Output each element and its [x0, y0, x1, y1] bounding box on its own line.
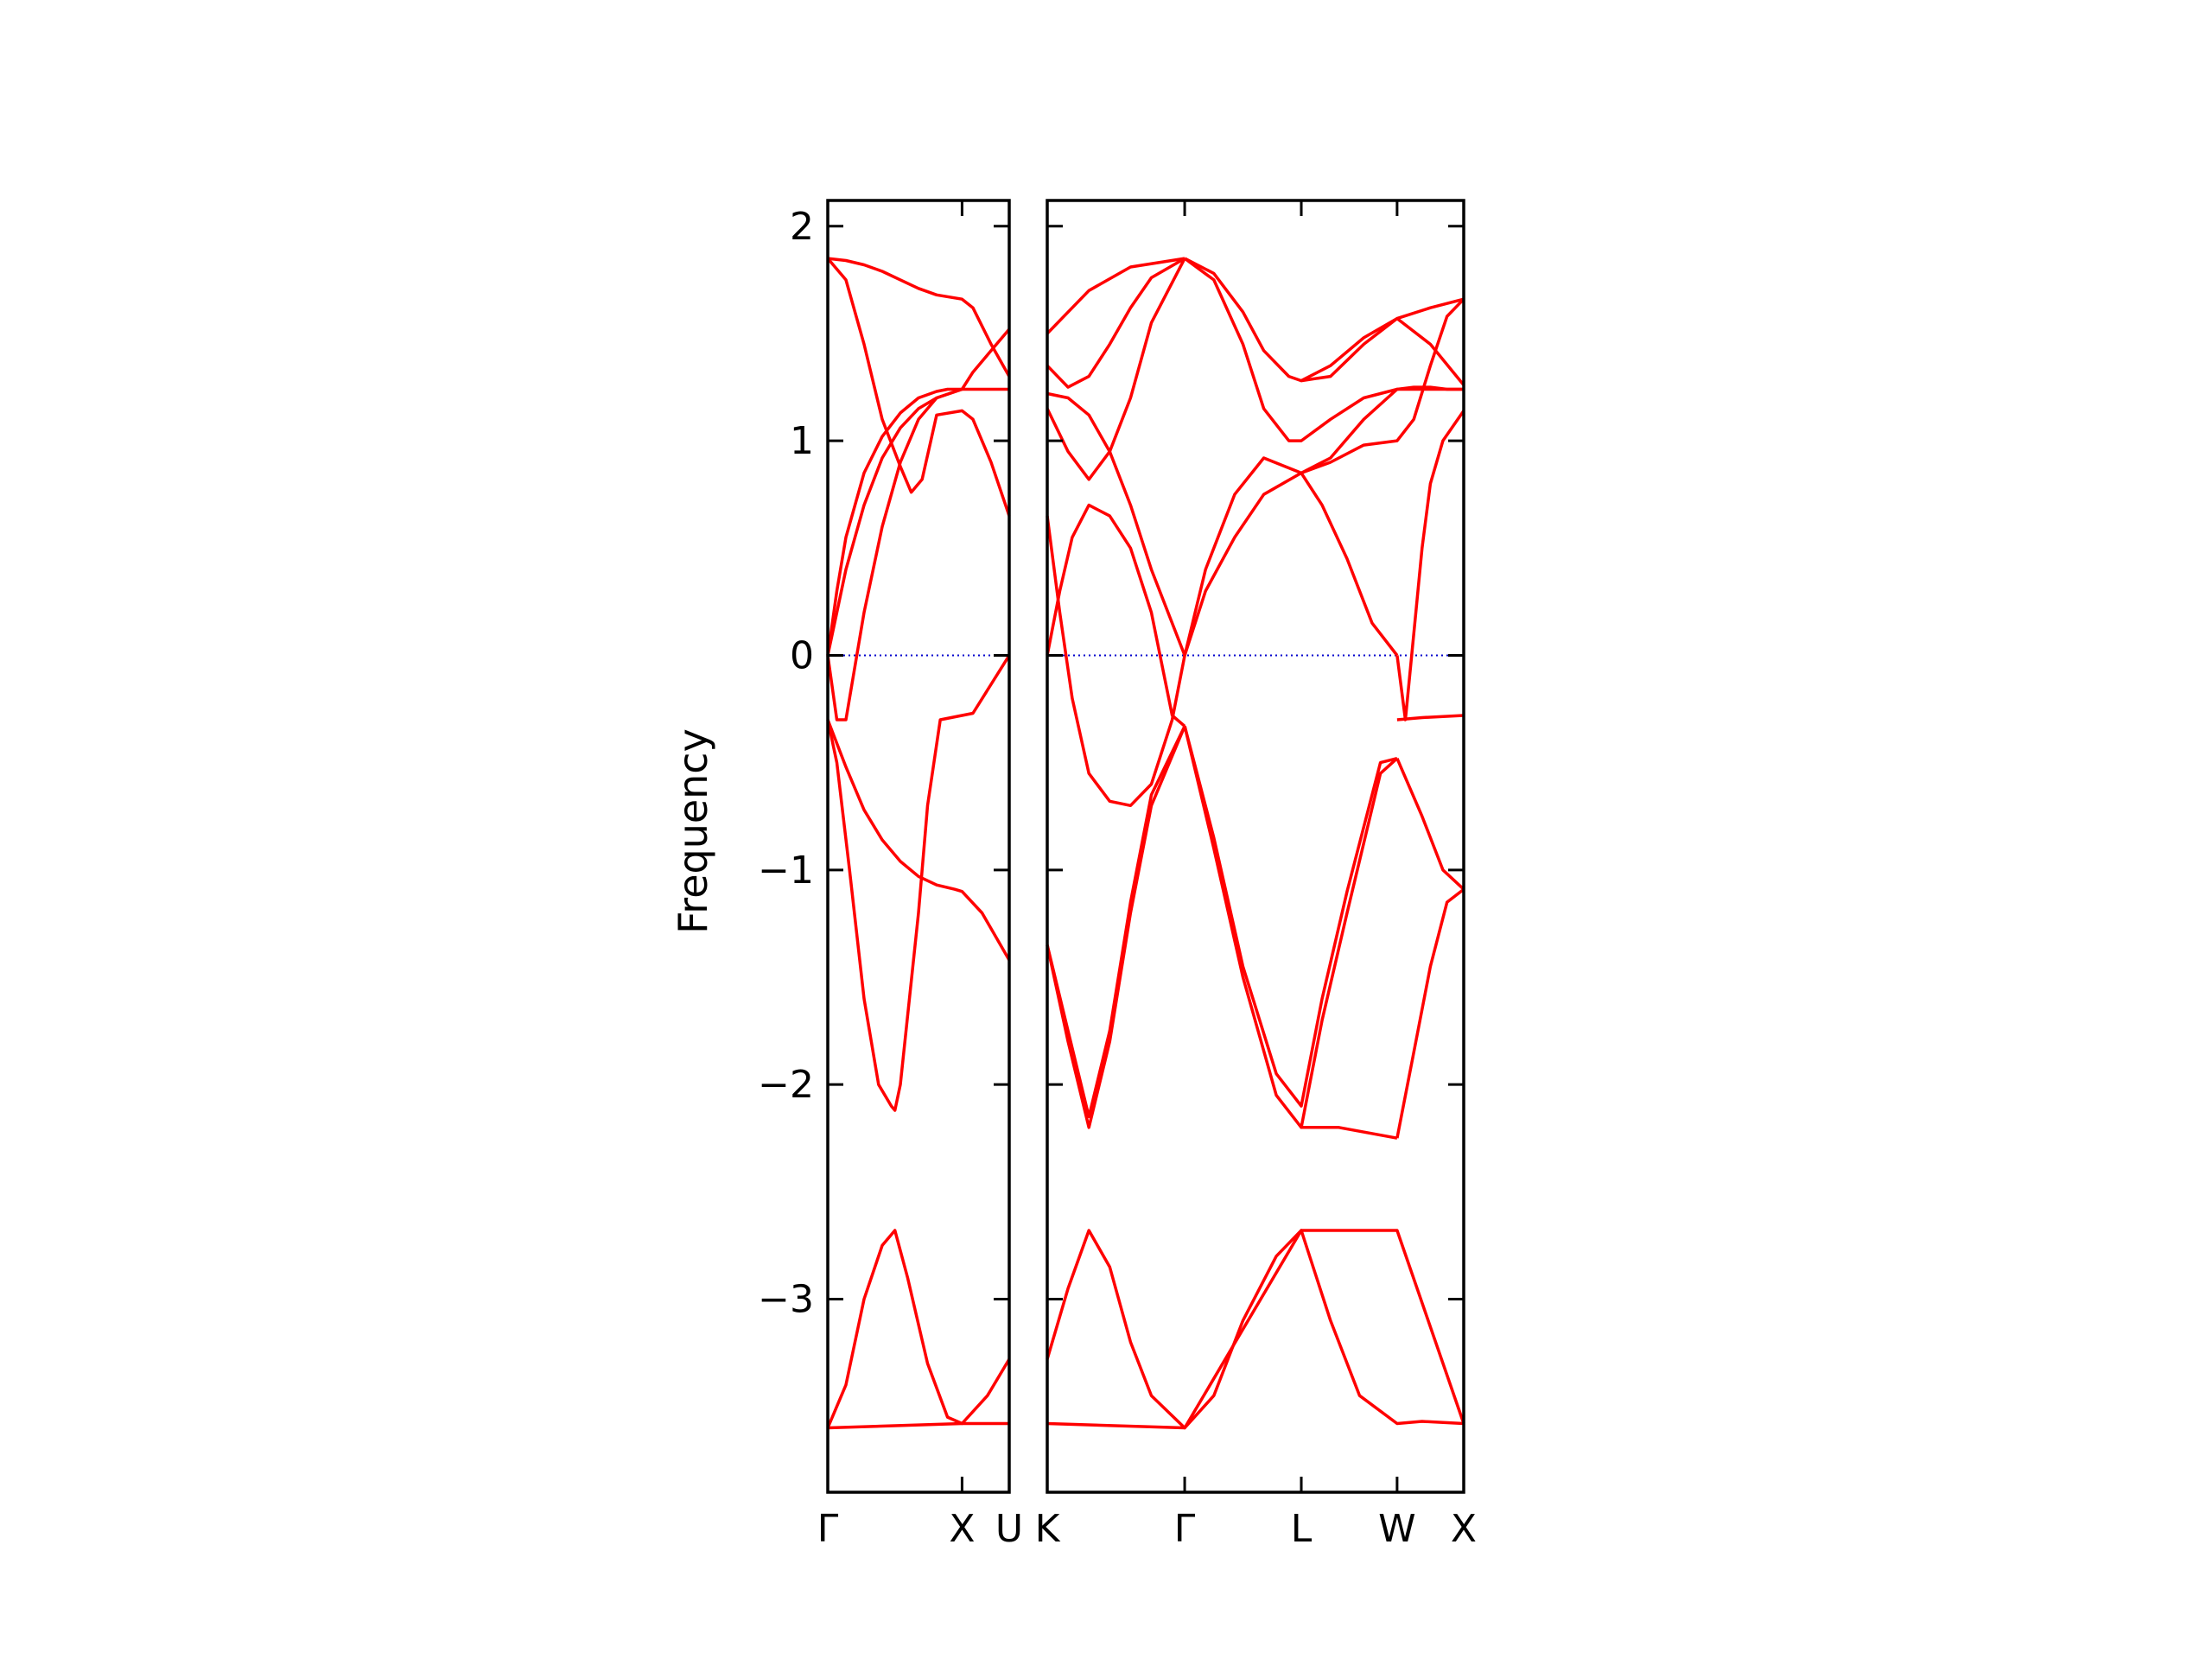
band-line-11: [1046, 503, 1186, 728]
band-line-7: [1301, 1126, 1398, 1140]
x-tick-label: K: [1035, 1507, 1061, 1551]
x-tick-label: L: [1291, 1507, 1313, 1551]
band-line-1: [827, 1421, 1009, 1430]
y-tick-label: −3: [758, 1277, 814, 1321]
x-tick-label: X: [949, 1507, 975, 1551]
y-axis-title: Frequency: [670, 728, 716, 934]
band-line-6: [826, 387, 1009, 721]
y-tick-label: −1: [758, 849, 814, 893]
band-line-3: [1046, 725, 1186, 1129]
band-line-2: [826, 1229, 1011, 1429]
band-line-22: [1300, 297, 1465, 475]
x-tick-label: Γ: [817, 1507, 839, 1551]
band-line-5: [826, 387, 963, 656]
panel-frame: [1046, 199, 1465, 1494]
x-tick-label: U: [995, 1507, 1023, 1551]
band-line-21: [1300, 385, 1464, 474]
band-line-18: [1184, 257, 1464, 442]
panel-frame: [826, 199, 1011, 1494]
band-line-7: [826, 327, 1011, 656]
band-line-8: [826, 257, 1011, 517]
band-line-9: [827, 257, 1011, 378]
band-line-14: [1046, 257, 1185, 389]
band-line-8: [1395, 758, 1465, 891]
band-line-17: [1183, 471, 1302, 657]
y-tick-label: 0: [790, 633, 814, 677]
panel-gamma-x-u: −3 −2 −1 0 1 2 Γ X U: [758, 199, 1023, 1551]
band-line-16: [1183, 456, 1399, 657]
band-line-20: [1300, 297, 1465, 383]
y-tick-label: −2: [758, 1063, 814, 1107]
band-line-19: [1184, 257, 1465, 386]
band-line-6: [1183, 725, 1398, 1108]
band-line-10: [1046, 515, 1186, 808]
band-line-4: [826, 719, 1011, 961]
band-line-24: [1396, 714, 1465, 721]
band-line-23: [1395, 410, 1465, 721]
x-tick-label: X: [1451, 1507, 1477, 1551]
x-tick-label: W: [1378, 1507, 1416, 1551]
band-line-2: [1046, 1229, 1465, 1430]
band-line-9: [1395, 887, 1465, 1139]
band-line-13: [1046, 257, 1186, 481]
band-line-3: [826, 654, 1011, 1112]
x-tick-label: Γ: [1174, 1507, 1196, 1551]
band-line-4: [1046, 725, 1186, 1119]
y-tick-label: 2: [790, 205, 814, 249]
band-line-15: [1046, 257, 1185, 335]
y-tick-label: 1: [790, 419, 814, 463]
band-line-1: [1046, 1229, 1465, 1430]
band-line-5: [1183, 725, 1399, 1129]
